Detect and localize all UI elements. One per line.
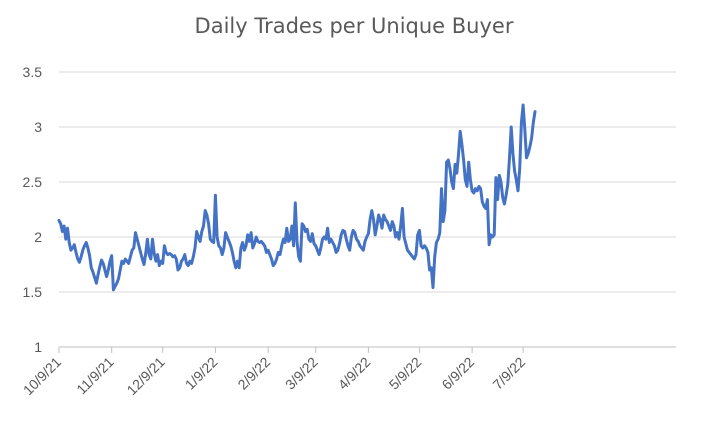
y-axis-ticks: 1 1.5 2 2.5 3 3.5 — [23, 64, 43, 355]
x-axis-ticks: 10/9/21 11/9/21 12/9/21 1/9/22 2/9/22 3/9/22 4… — [20, 354, 529, 398]
series-layer — [57, 103, 537, 292]
y-tick-label: 1 — [34, 339, 42, 355]
x-axis — [58, 346, 676, 353]
x-tick-label: 5/9/22 — [386, 354, 425, 393]
x-tick-label: 11/9/21 — [73, 354, 117, 398]
y-tick-label: 3.5 — [23, 64, 43, 80]
y-tick-label: 2 — [34, 229, 42, 245]
y-tick-label: 3 — [34, 119, 42, 135]
x-tick-label: 1/9/22 — [182, 354, 221, 393]
x-tick-label: 2/9/22 — [234, 354, 273, 393]
x-tick-label: 12/9/21 — [123, 354, 167, 398]
x-tick-label: 10/9/21 — [20, 354, 64, 398]
x-tick-label: 4/9/22 — [335, 354, 374, 393]
y-tick-label: 1.5 — [23, 284, 43, 300]
x-tick-label: 6/9/22 — [438, 354, 477, 393]
chart-title: Daily Trades per Unique Buyer — [194, 14, 514, 38]
x-tick-label: 3/9/22 — [282, 354, 321, 393]
y-tick-label: 2.5 — [23, 174, 43, 190]
x-tick-label: 7/9/22 — [489, 354, 528, 393]
series-line-0 — [57, 103, 537, 292]
